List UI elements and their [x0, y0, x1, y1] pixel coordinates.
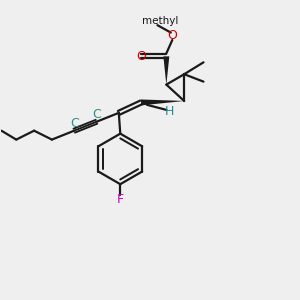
Text: H: H — [165, 105, 174, 118]
Text: O: O — [136, 50, 146, 63]
Polygon shape — [164, 56, 169, 85]
Text: O: O — [167, 29, 177, 42]
Text: F: F — [117, 193, 124, 206]
Text: C: C — [70, 117, 79, 130]
Text: methyl: methyl — [142, 16, 178, 26]
Text: C: C — [92, 108, 101, 121]
Polygon shape — [141, 100, 184, 105]
